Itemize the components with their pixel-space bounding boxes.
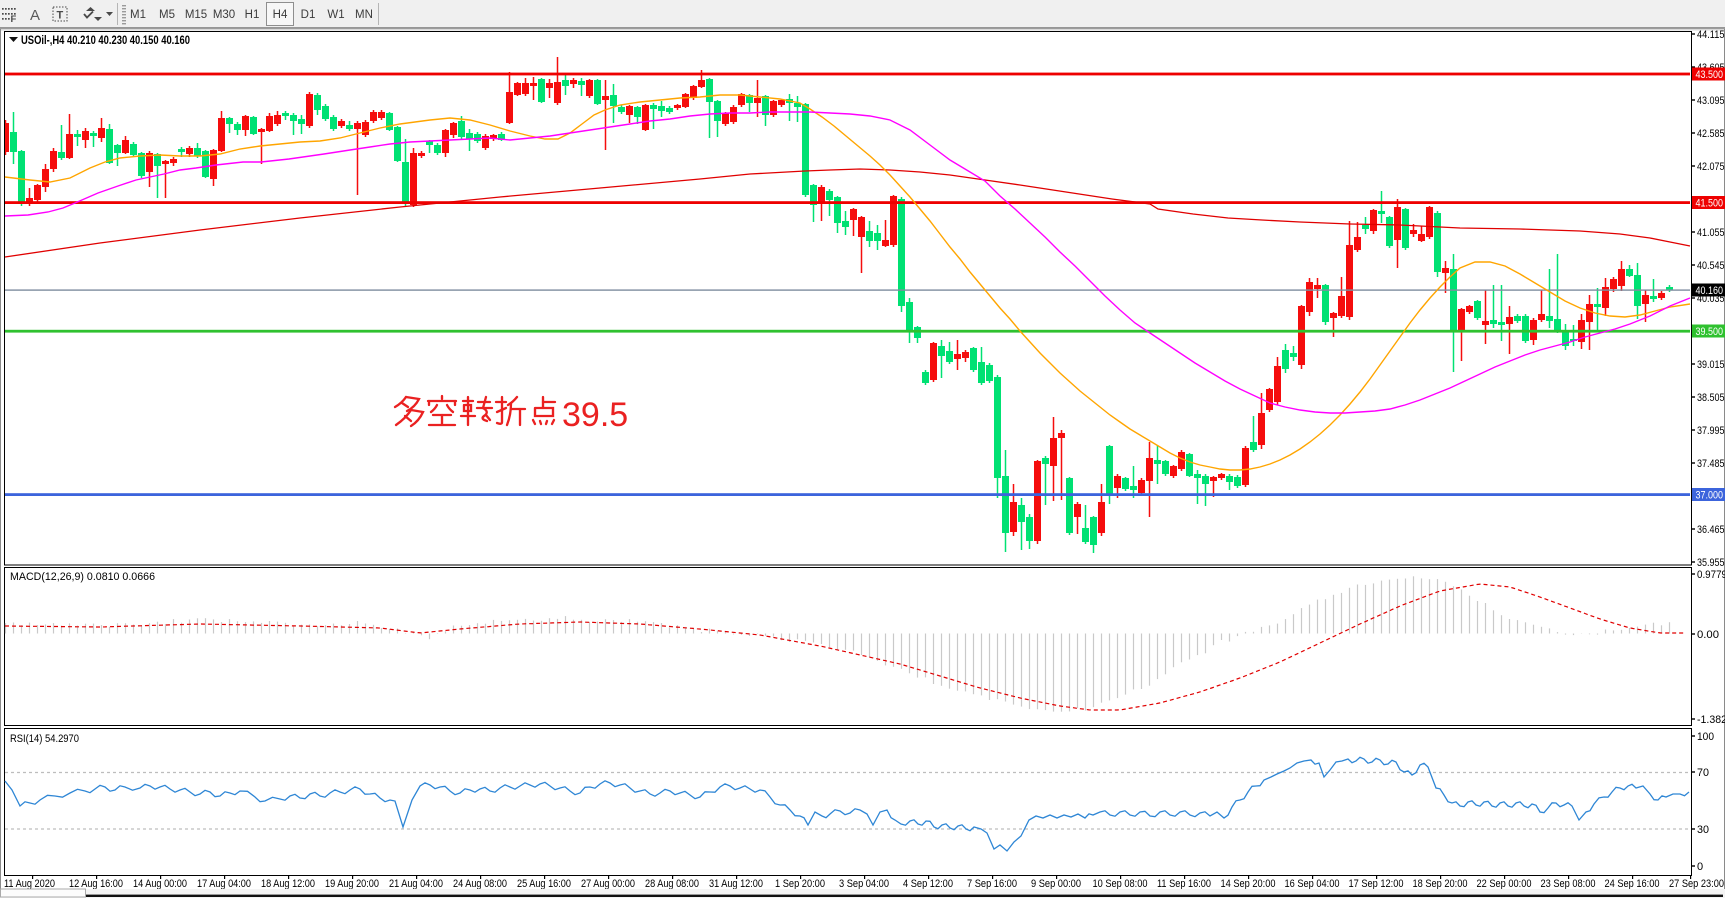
svg-text:19 Aug 20:00: 19 Aug 20:00 (325, 878, 379, 890)
svg-text:11 Aug 2020: 11 Aug 2020 (4, 878, 55, 890)
svg-text:23 Sep 08:00: 23 Sep 08:00 (1541, 878, 1596, 890)
svg-text:17 Sep 12:00: 17 Sep 12:00 (1349, 878, 1404, 890)
svg-text:0: 0 (1697, 861, 1703, 873)
svg-text:21 Aug 04:00: 21 Aug 04:00 (389, 878, 443, 890)
svg-text:70: 70 (1697, 767, 1709, 779)
svg-text:41.500: 41.500 (1696, 198, 1724, 210)
svg-text:22 Sep 00:00: 22 Sep 00:00 (1477, 878, 1532, 890)
svg-text:M30: M30 (213, 9, 235, 21)
svg-text:RSI(14) 54.2970: RSI(14) 54.2970 (10, 733, 79, 745)
svg-text:17 Aug 04:00: 17 Aug 04:00 (197, 878, 251, 890)
svg-text:-1.382: -1.382 (1697, 714, 1725, 726)
svg-text:1 Sep 20:00: 1 Sep 20:00 (775, 878, 825, 890)
svg-text:100: 100 (1697, 731, 1714, 743)
svg-text:W1: W1 (327, 9, 344, 21)
svg-text:11 Sep 16:00: 11 Sep 16:00 (1157, 878, 1211, 890)
svg-text:27 Sep 23:00: 27 Sep 23:00 (1669, 878, 1724, 890)
svg-text:42.075: 42.075 (1697, 161, 1725, 173)
svg-text:40.545: 40.545 (1697, 260, 1725, 272)
svg-text:7 Sep 16:00: 7 Sep 16:00 (967, 878, 1017, 890)
svg-text:0.9779: 0.9779 (1697, 569, 1725, 581)
svg-text:35.955: 35.955 (1697, 557, 1725, 569)
svg-text:T: T (57, 10, 64, 22)
svg-text:18 Aug 12:00: 18 Aug 12:00 (261, 878, 315, 890)
svg-text:43.500: 43.500 (1696, 69, 1724, 81)
svg-text:44.115: 44.115 (1697, 29, 1725, 41)
svg-text:37.485: 37.485 (1697, 458, 1725, 470)
svg-text:10 Sep 08:00: 10 Sep 08:00 (1093, 878, 1148, 890)
svg-text:43.095: 43.095 (1697, 95, 1725, 107)
svg-text:9 Sep 00:00: 9 Sep 00:00 (1031, 878, 1081, 890)
svg-text:39.5: 39.5 (562, 396, 628, 434)
svg-text:F: F (11, 14, 17, 25)
svg-text:4 Sep 12:00: 4 Sep 12:00 (903, 878, 953, 890)
svg-text:14 Sep 20:00: 14 Sep 20:00 (1221, 878, 1276, 890)
svg-text:MACD(12,26,9) 0.0810 0.0666: MACD(12,26,9) 0.0810 0.0666 (10, 571, 155, 583)
svg-text:14 Aug 00:00: 14 Aug 00:00 (133, 878, 187, 890)
svg-text:D1: D1 (301, 9, 316, 21)
svg-text:37.000: 37.000 (1696, 490, 1724, 502)
svg-text:41.055: 41.055 (1697, 227, 1725, 239)
svg-text:42.585: 42.585 (1697, 128, 1725, 140)
svg-text:MN: MN (355, 9, 373, 21)
svg-text:M1: M1 (130, 9, 146, 21)
svg-text:31 Aug 12:00: 31 Aug 12:00 (709, 878, 763, 890)
svg-text:39.015: 39.015 (1697, 359, 1725, 371)
svg-text:38.505: 38.505 (1697, 392, 1725, 404)
svg-text:USOil-,H4 40.210 40.230 40.15: USOil-,H4 40.210 40.230 40.150 40.160 (21, 33, 190, 47)
svg-text:H1: H1 (245, 9, 260, 21)
svg-text:18 Sep 20:00: 18 Sep 20:00 (1413, 878, 1468, 890)
svg-text:28 Aug 08:00: 28 Aug 08:00 (645, 878, 699, 890)
svg-text:30: 30 (1697, 824, 1709, 836)
svg-text:39.500: 39.500 (1696, 326, 1724, 338)
svg-text:3 Sep 04:00: 3 Sep 04:00 (839, 878, 889, 890)
svg-text:24 Sep 16:00: 24 Sep 16:00 (1605, 878, 1660, 890)
svg-text:37.995: 37.995 (1697, 425, 1725, 437)
svg-text:H4: H4 (273, 9, 288, 21)
svg-text:25 Aug 16:00: 25 Aug 16:00 (517, 878, 571, 890)
svg-text:M15: M15 (185, 9, 207, 21)
svg-text:36.465: 36.465 (1697, 524, 1725, 536)
svg-text:A: A (30, 7, 40, 24)
svg-text:16 Sep 04:00: 16 Sep 04:00 (1285, 878, 1340, 890)
svg-text:0.00: 0.00 (1697, 629, 1719, 641)
svg-text:27 Aug 00:00: 27 Aug 00:00 (581, 878, 635, 890)
svg-text:40.160: 40.160 (1696, 285, 1724, 297)
svg-text:12 Aug 16:00: 12 Aug 16:00 (69, 878, 123, 890)
svg-text:24 Aug 08:00: 24 Aug 08:00 (453, 878, 507, 890)
svg-text:M5: M5 (159, 9, 175, 21)
